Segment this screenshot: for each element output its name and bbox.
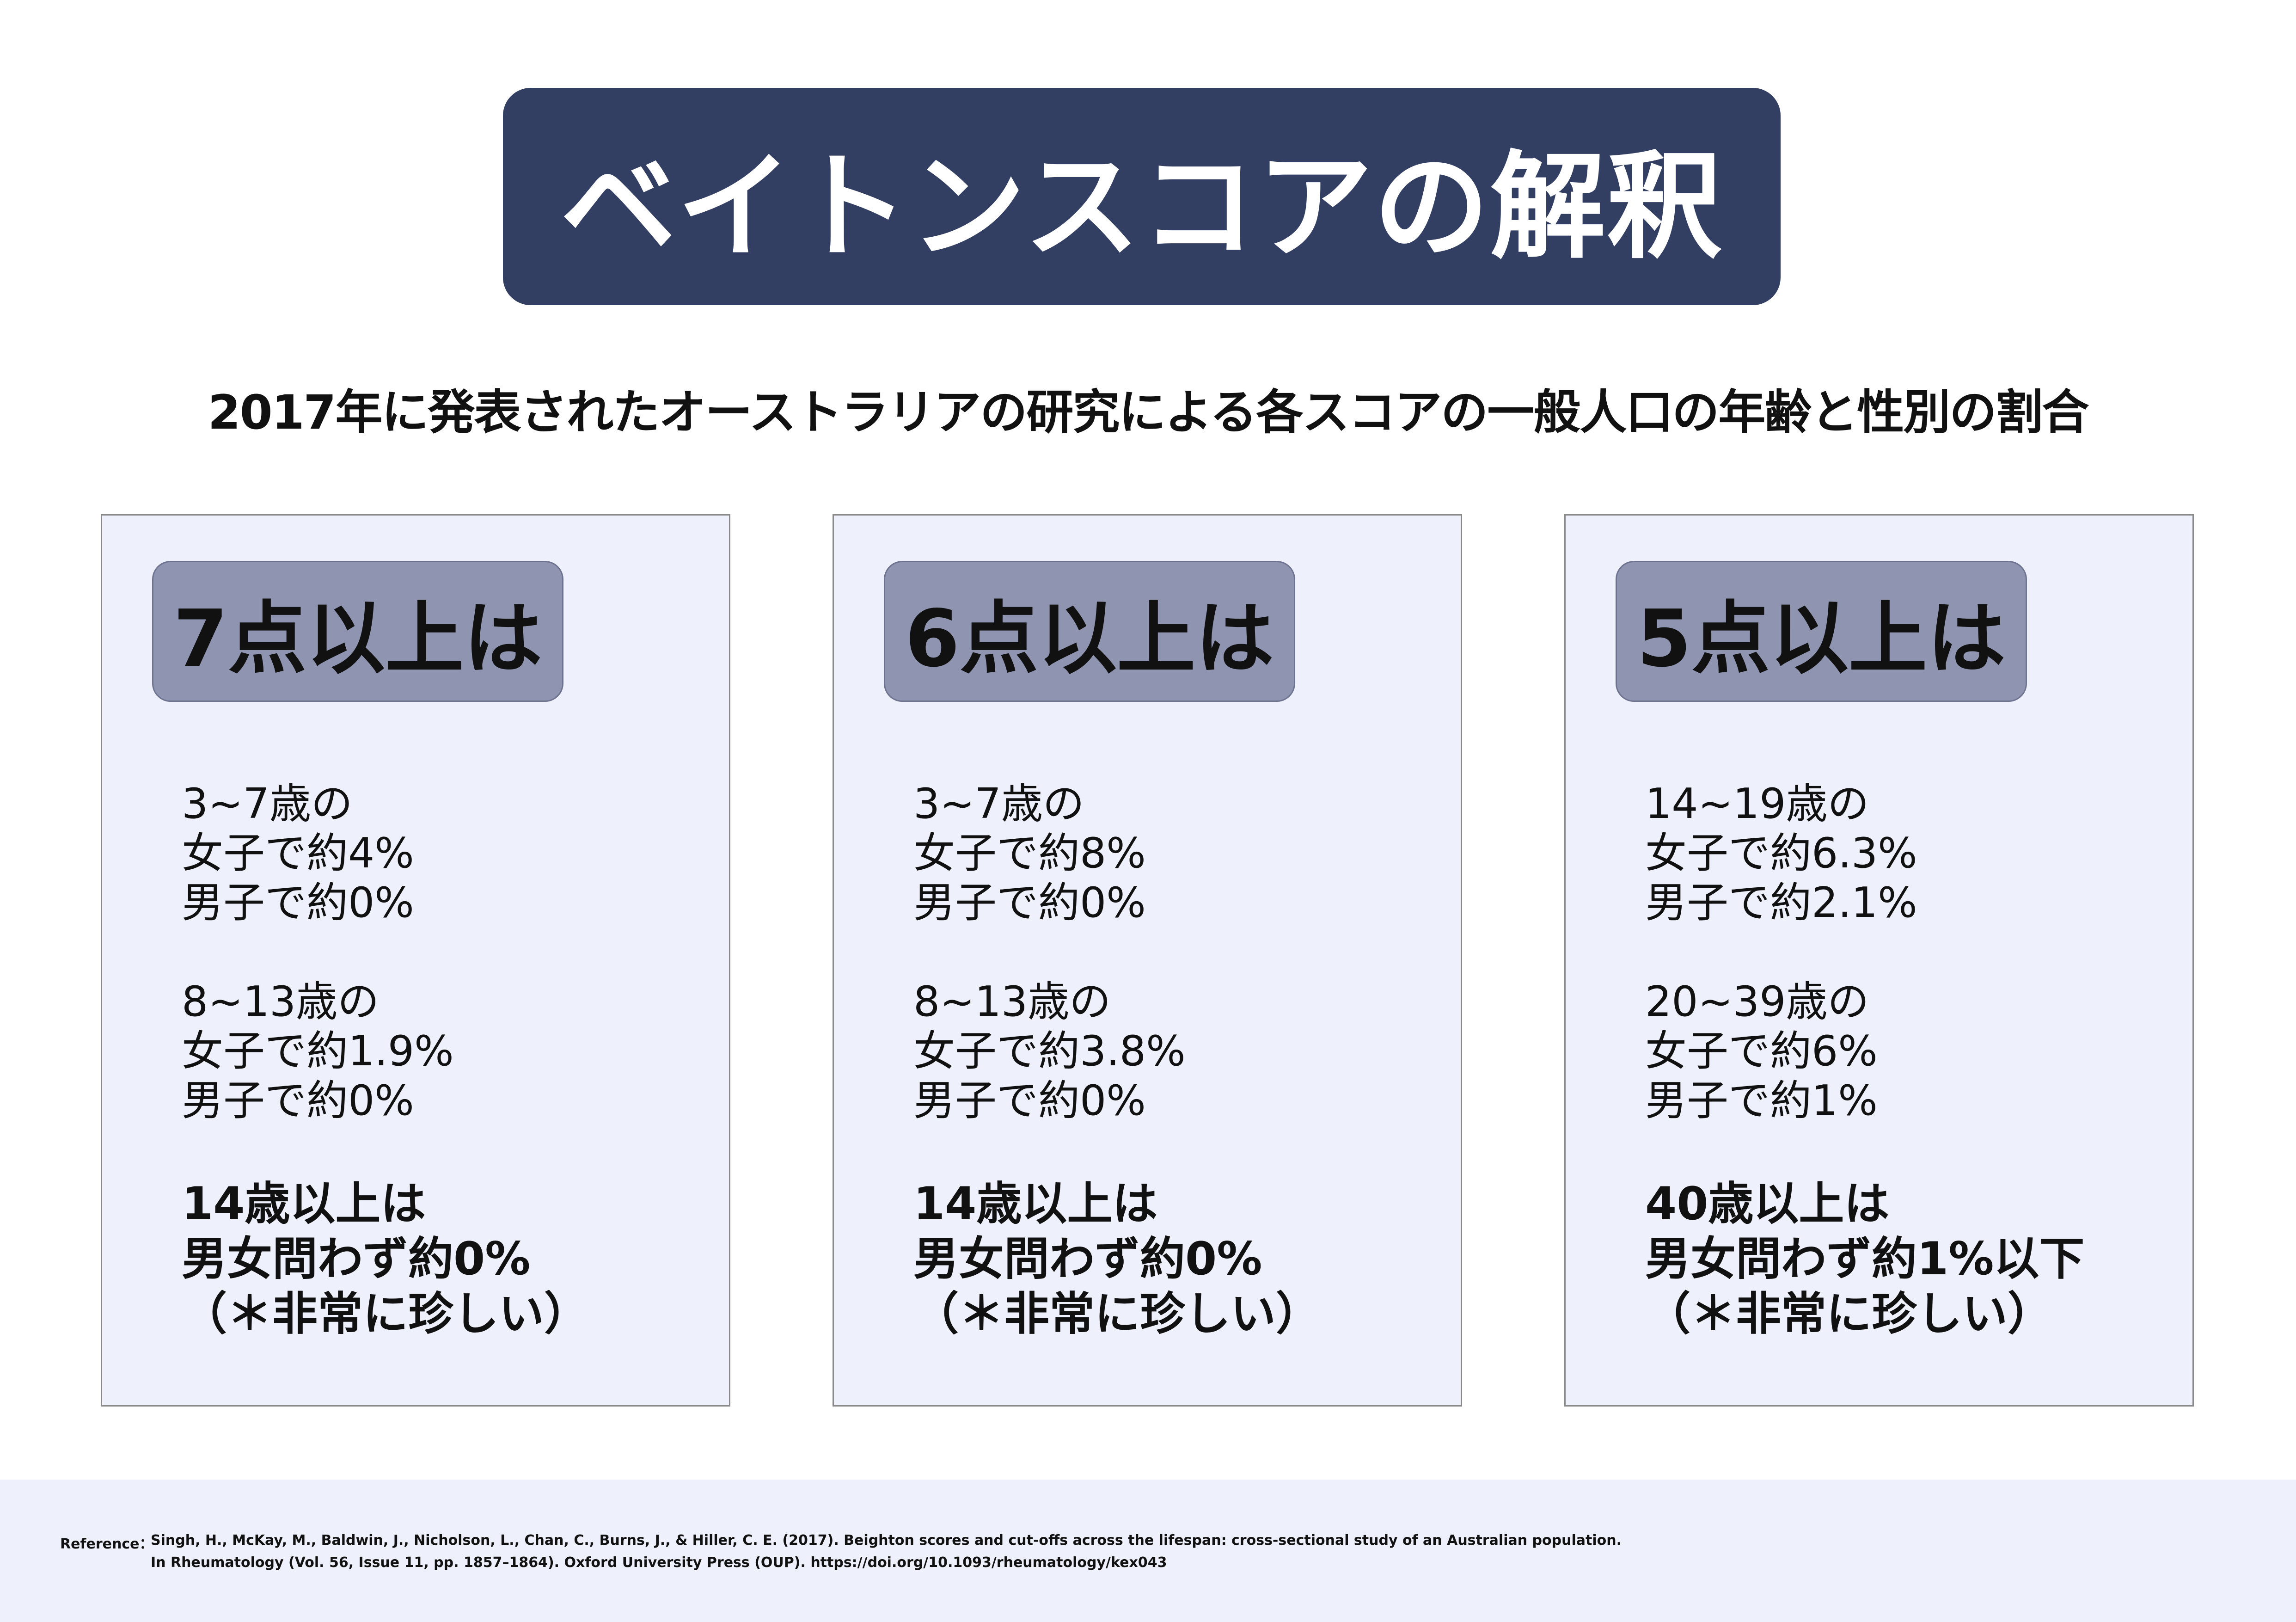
male-rate: 男子で約0% <box>913 879 1146 927</box>
age-group-a: 3~7歳の 女子で約8% 男子で約0% <box>913 779 1146 928</box>
male-rate: 男子で約2.1% <box>1645 879 1917 927</box>
score-card-6: 6点以上は 3~7歳の 女子で約8% 男子で約0% 8~13歳の 女子で約3.8… <box>833 514 1462 1407</box>
reference-source: In Rheumatology (Vol. 56, Issue 11, pp. … <box>151 1554 1167 1571</box>
age-group-b: 8~13歳の 女子で約3.8% 男子で約0% <box>913 977 1186 1125</box>
reference-label: Reference： <box>60 1536 153 1552</box>
combined-rate: 男女問わず約1%以下 <box>1645 1233 2085 1285</box>
score-badge: 5点以上は <box>1616 561 2027 702</box>
rarity-note: （＊非常に珍しい） <box>1645 1288 2053 1340</box>
male-rate: 男子で約0% <box>182 879 414 927</box>
reference-citation: Singh, H., McKay, M., Baldwin, J., Nicho… <box>151 1532 1622 1548</box>
male-rate: 男子で約0% <box>913 1076 1146 1125</box>
combined-rate: 男女問わず約0% <box>913 1233 1262 1285</box>
age-range: 20~39歳の <box>1645 977 1869 1026</box>
score-badge-label: 7点以上は <box>173 593 543 685</box>
page-title: ベイトンスコアの解釈 <box>560 140 1723 274</box>
score-badge: 7点以上は <box>152 561 563 702</box>
age-group-adult: 14歳以上は 男女問わず約0% （＊非常に珍しい） <box>182 1177 589 1342</box>
rarity-note: （＊非常に珍しい） <box>182 1288 590 1340</box>
age-range: 3~7歳の <box>182 780 353 828</box>
score-badge-label: 5点以上は <box>1636 593 2006 685</box>
female-rate: 女子で約1.9% <box>182 1027 454 1075</box>
male-rate: 男子で約0% <box>182 1076 414 1125</box>
age-group-a: 3~7歳の 女子で約4% 男子で約0% <box>182 779 414 928</box>
score-badge: 6点以上は <box>884 561 1295 702</box>
age-range: 8~13歳の <box>913 977 1111 1026</box>
male-rate: 男子で約1% <box>1645 1076 1878 1125</box>
age-group-b: 20~39歳の 女子で約6% 男子で約1% <box>1645 977 1878 1125</box>
age-range: 14歳以上は <box>913 1178 1158 1230</box>
score-card-7: 7点以上は 3~7歳の 女子で約4% 男子で約0% 8~13歳の 女子で約1.9… <box>101 514 730 1407</box>
reference-footer <box>0 1480 2296 1622</box>
score-card-5: 5点以上は 14~19歳の 女子で約6.3% 男子で約2.1% 20~39歳の … <box>1564 514 2194 1407</box>
age-range: 14~19歳の <box>1645 780 1869 828</box>
female-rate: 女子で約8% <box>913 829 1146 878</box>
female-rate: 女子で約6% <box>1645 1027 1878 1075</box>
female-rate: 女子で約4% <box>182 829 414 878</box>
female-rate: 女子で約6.3% <box>1645 829 1917 878</box>
age-group-adult: 40歳以上は 男女問わず約1%以下 （＊非常に珍しい） <box>1645 1177 2084 1342</box>
combined-rate: 男女問わず約0% <box>182 1233 531 1285</box>
title-banner: ベイトンスコアの解釈 <box>503 88 1781 305</box>
age-group-adult: 14歳以上は 男女問わず約0% （＊非常に珍しい） <box>913 1177 1321 1342</box>
age-group-a: 14~19歳の 女子で約6.3% 男子で約2.1% <box>1645 779 1917 928</box>
age-range: 8~13歳の <box>182 977 380 1026</box>
age-range: 14歳以上は <box>182 1178 426 1230</box>
age-range: 3~7歳の <box>913 780 1084 828</box>
rarity-note: （＊非常に珍しい） <box>913 1288 1322 1340</box>
page-subtitle: 2017年に発表されたオーストラリアの研究による各スコアの一般人口の年齢と性別の… <box>208 385 2089 440</box>
female-rate: 女子で約3.8% <box>913 1027 1186 1075</box>
age-group-b: 8~13歳の 女子で約1.9% 男子で約0% <box>182 977 454 1125</box>
score-badge-label: 6点以上は <box>905 593 1274 685</box>
age-range: 40歳以上は <box>1645 1178 1890 1230</box>
